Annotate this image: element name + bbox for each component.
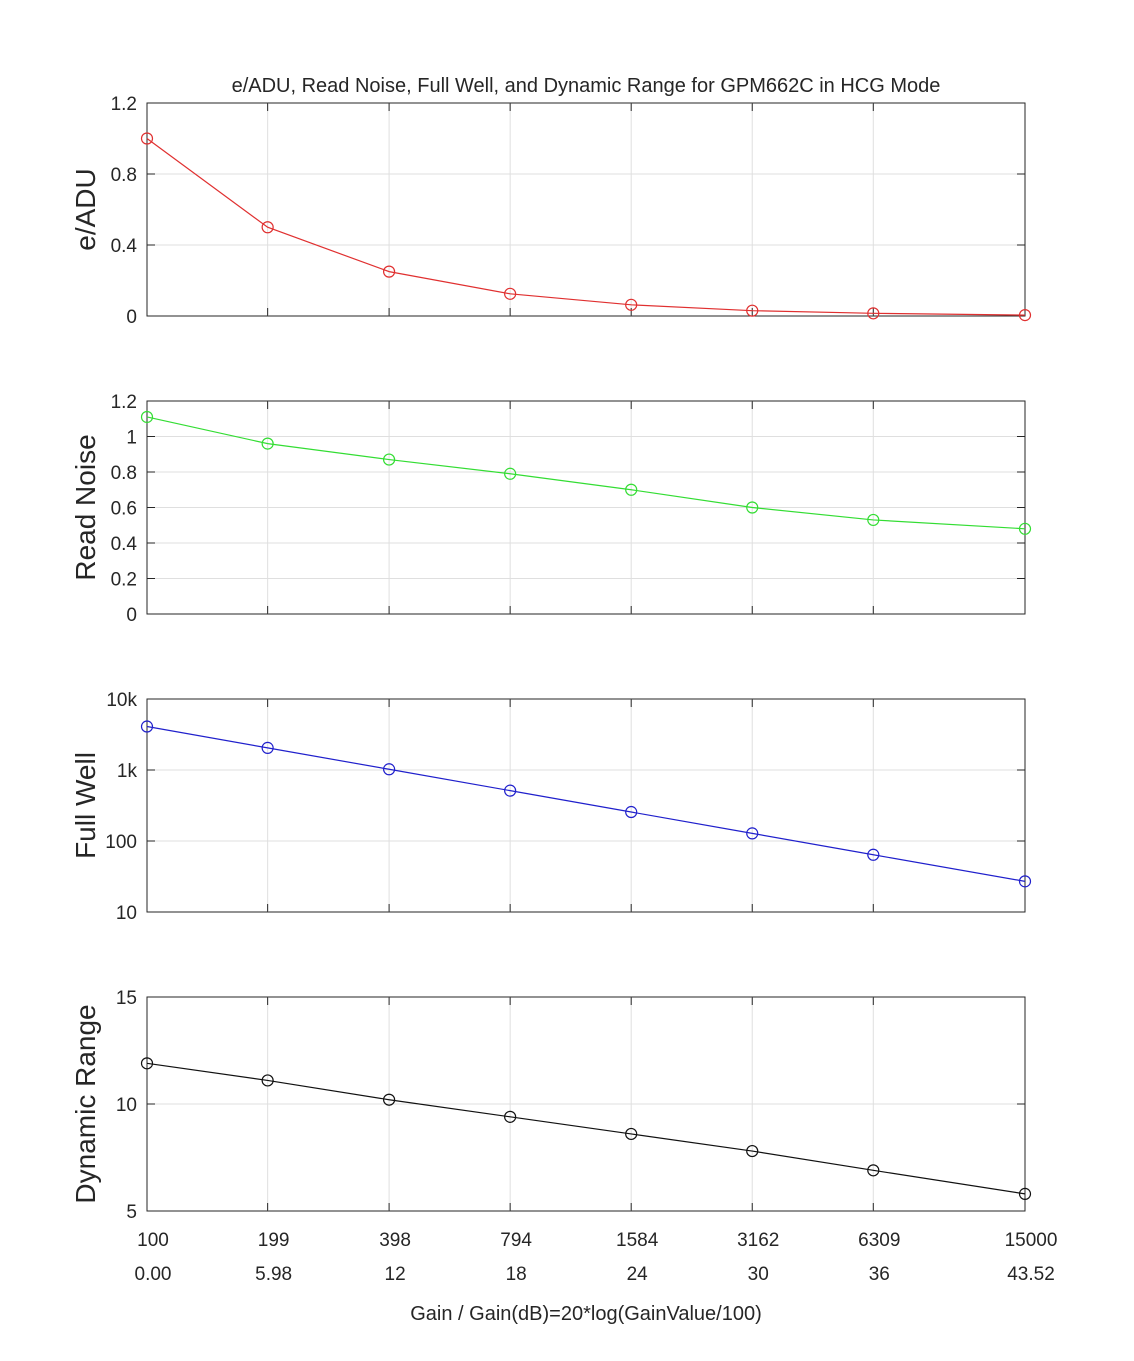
x-axis-title: Gain / Gain(dB)=20*log(GainValue/100) <box>410 1303 762 1325</box>
x-tick-label-gain: 1584 <box>616 1230 659 1251</box>
x-tick-label-gain: 100 <box>137 1230 169 1251</box>
axes-box <box>146 698 1026 913</box>
panel-1: 0 0.4 0.8 1.2 e/ADU <box>70 94 1032 328</box>
x-tick-label-gain: 15000 <box>1005 1230 1058 1251</box>
x-tick-label-gain: 794 <box>500 1230 532 1251</box>
data-point <box>1018 309 1032 322</box>
data-point <box>1018 1187 1032 1200</box>
data-point <box>1018 522 1032 535</box>
data-point <box>746 304 759 317</box>
data-point <box>504 287 517 300</box>
data-point <box>746 501 759 514</box>
series-line <box>146 1062 1026 1195</box>
data-point <box>382 265 396 278</box>
data-point <box>261 437 274 450</box>
y-tick-label: 0.8 <box>111 463 137 484</box>
data-point <box>140 410 154 424</box>
y-tick-label: 1.2 <box>111 392 137 413</box>
x-tick-label-db: 5.98 <box>255 1264 292 1285</box>
panel-2: 0 0.2 0.4 0.6 0.8 1 1.2 Read Noise <box>70 392 1032 626</box>
chart-title: e/ADU, Read Noise, Full Well, and Dynami… <box>232 75 941 97</box>
y-tick-label: 0 <box>126 307 137 328</box>
x-tick-label-db: 18 <box>506 1264 527 1285</box>
data-point <box>261 741 274 754</box>
y-axis-label: e/ADU <box>70 168 101 250</box>
x-tick-label-gain: 6309 <box>858 1230 900 1251</box>
panel-4: 5 10 15 Dynamic Range 100 0.00 199 5.98 398 12 794… <box>70 988 1057 1285</box>
y-axis-label: Dynamic Range <box>70 1004 101 1203</box>
y-tick-label: 1 <box>126 428 137 449</box>
data-point <box>625 1127 638 1141</box>
series-line <box>146 725 1026 882</box>
data-point <box>746 827 759 840</box>
x-tick-label-gain: 398 <box>379 1230 411 1251</box>
y-tick-label: 1k <box>117 761 138 782</box>
y-tick-label: 0.8 <box>111 165 137 186</box>
x-tick-label-db: 12 <box>385 1264 406 1285</box>
y-tick-label: 10 <box>116 903 137 924</box>
y-axis-label: Read Noise <box>70 434 101 580</box>
data-point <box>1018 875 1032 888</box>
y-tick-label: 100 <box>105 832 137 853</box>
data-point <box>867 848 880 861</box>
x-tick-label-db: 0.00 <box>135 1264 172 1285</box>
data-point <box>746 1144 759 1158</box>
y-tick-label: 0.2 <box>111 570 137 591</box>
data-point <box>504 784 517 797</box>
y-tick-label: 0.6 <box>111 499 137 520</box>
y-tick-label: 15 <box>116 988 137 1009</box>
x-tick-label-db: 24 <box>627 1264 649 1285</box>
data-point <box>867 1164 880 1177</box>
y-tick-label: 0.4 <box>111 534 138 555</box>
data-point <box>140 720 154 733</box>
data-point <box>504 1110 517 1123</box>
data-point <box>867 307 880 320</box>
y-tick-label: 5 <box>126 1202 137 1223</box>
data-point <box>140 1057 154 1070</box>
y-tick-label: 10 <box>116 1095 137 1116</box>
axes-box <box>146 102 1026 317</box>
data-point <box>625 298 638 311</box>
y-tick-label: 10k <box>106 690 137 711</box>
panels: 0 0.4 0.8 1.2 e/ADU 0 0.2 0.4 0.6 0.8 1 1.2 Read Noi… <box>70 94 1057 1285</box>
y-axis-label: Full Well <box>70 752 101 859</box>
x-tick-label-gain: 199 <box>258 1230 290 1251</box>
data-point <box>261 221 274 234</box>
data-point <box>625 483 638 496</box>
panel-3: 10 100 1k 10k Full Well <box>70 690 1032 924</box>
y-tick-label: 0.4 <box>111 236 138 257</box>
data-point <box>504 467 517 480</box>
y-tick-label: 1.2 <box>111 94 137 115</box>
series-line <box>146 416 1026 530</box>
x-tick-label-db: 30 <box>748 1264 769 1285</box>
y-tick-label: 0 <box>126 605 137 626</box>
data-point <box>382 763 396 776</box>
series-line <box>146 138 1026 316</box>
x-tick-label-db: 36 <box>869 1264 890 1285</box>
data-point <box>261 1074 274 1087</box>
x-tick-label-gain: 3162 <box>737 1230 779 1251</box>
data-point <box>140 132 154 145</box>
data-point <box>382 453 396 466</box>
x-tick-label-db: 43.52 <box>1007 1264 1055 1285</box>
data-point <box>625 805 638 819</box>
data-point <box>382 1093 396 1106</box>
data-point <box>867 513 880 527</box>
